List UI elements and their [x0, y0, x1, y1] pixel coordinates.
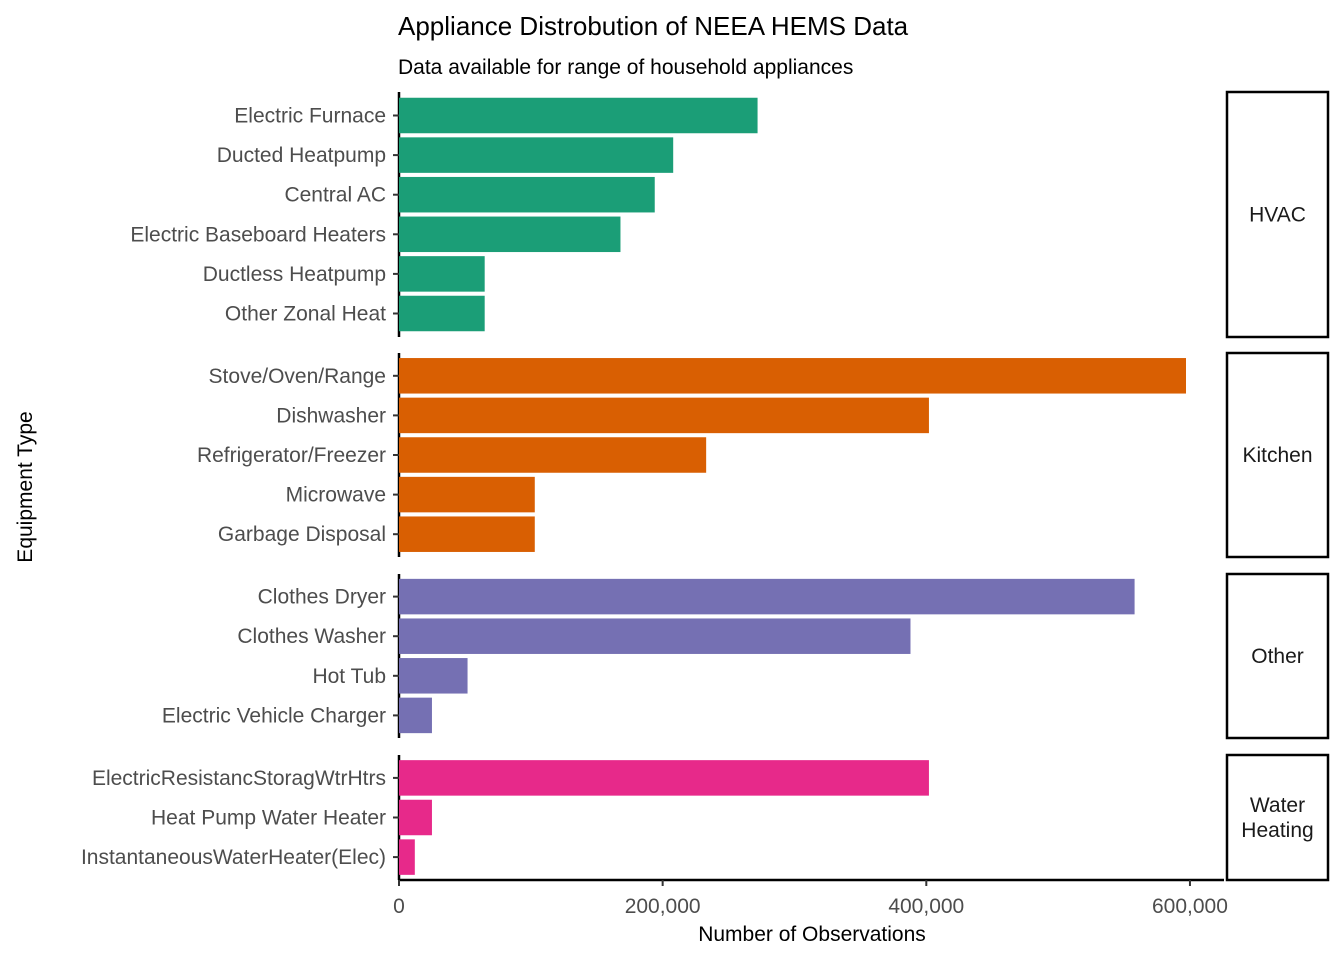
bar: [399, 437, 707, 473]
category-label: Clothes Washer: [237, 625, 386, 648]
bar: [399, 256, 485, 292]
bar: [399, 760, 929, 796]
bar: [399, 839, 415, 875]
bar: [399, 697, 432, 734]
y-axis-title: Equipment Type: [14, 411, 37, 562]
category-label: Ductless Heatpump: [203, 263, 386, 286]
category-label: Microwave: [286, 484, 386, 507]
category-label: Stove/Oven/Range: [209, 365, 386, 388]
category-label: Ducted Heatpump: [217, 144, 386, 167]
facet-strip: [1225, 351, 1330, 559]
bar: [399, 658, 468, 694]
category-label: Garbage Disposal: [218, 523, 386, 546]
category-label: InstantaneousWaterHeater(Elec): [81, 846, 386, 869]
facets-layer: Electric Furnace Ducted Heatpump Central A…: [81, 90, 1330, 882]
x-tick-label: 600,000: [1152, 895, 1228, 918]
bar: [399, 397, 929, 434]
x-tick-label: 400,000: [888, 895, 964, 918]
category-label: Heat Pump Water Heater: [151, 807, 386, 830]
bar: [399, 516, 535, 552]
category-label: ElectricResistancStoragWtrHtrs: [92, 767, 386, 790]
bar: [399, 618, 911, 654]
bar: [399, 97, 758, 134]
category-label: Other Zonal Heat: [225, 303, 386, 326]
category-label: Dishwasher: [276, 404, 386, 427]
bar: [399, 476, 535, 513]
facet-strip-label: HVAC: [1249, 204, 1306, 227]
facet-panel-2: Clothes Dryer Clothes Washer Hot Tub Electr…: [162, 572, 1330, 740]
x-axis: 0 200,000 400,000 600,000: [393, 878, 1228, 918]
facet-panel-0: Electric Furnace Ducted Heatpump Central A…: [130, 90, 1330, 339]
facet-strip-label: Heating: [1241, 819, 1313, 842]
facet-panel-3: ElectricResistancStoragWtrHtrs Heat Pump …: [81, 753, 1330, 882]
facet-strip-label: Other: [1251, 645, 1304, 668]
category-label: Hot Tub: [312, 665, 386, 688]
facet-strip: [1225, 90, 1330, 339]
bar: [399, 216, 621, 253]
bar: [399, 578, 1135, 615]
facet-strip-label: Water: [1250, 794, 1305, 817]
category-label: Refrigerator/Freezer: [197, 444, 386, 467]
bar: [399, 137, 674, 173]
category-label: Electric Vehicle Charger: [162, 704, 386, 727]
facet-strip: [1225, 753, 1330, 882]
bar: [399, 176, 655, 213]
category-label: Electric Furnace: [234, 105, 386, 128]
bar: [399, 358, 1186, 394]
x-axis-title: Number of Observations: [698, 923, 926, 946]
facet-strip: [1225, 572, 1330, 740]
category-label: Central AC: [284, 184, 386, 207]
category-label: Electric Baseboard Heaters: [130, 223, 386, 246]
bar: [399, 295, 485, 332]
facet-panel-1: Stove/Oven/Range Dishwasher Refrigerator/F…: [197, 351, 1330, 559]
bar: [399, 799, 432, 836]
category-label: Clothes Dryer: [258, 586, 386, 609]
x-tick-label: 200,000: [625, 895, 701, 918]
chart-subtitle: Data available for range of household ap…: [398, 56, 853, 79]
chart-title: Appliance Distrobution of NEEA HEMS Data: [398, 11, 909, 41]
x-tick-label: 0: [393, 895, 405, 918]
facet-strip-label: Kitchen: [1242, 444, 1312, 467]
